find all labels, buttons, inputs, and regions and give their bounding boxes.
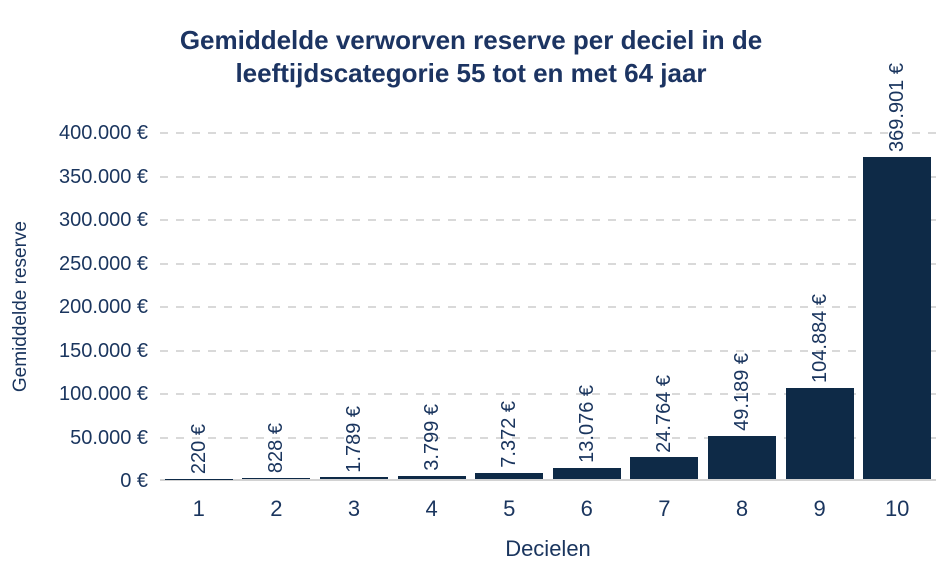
x-tick-label: 8 bbox=[735, 496, 749, 521]
x-tick-label: 4 bbox=[425, 496, 438, 521]
gridline bbox=[160, 436, 936, 439]
x-tick-label: 7 bbox=[658, 496, 671, 521]
x-tick-label: 10 bbox=[884, 496, 910, 521]
gridline bbox=[160, 175, 936, 178]
bar-decile-3 bbox=[320, 477, 388, 479]
bar-decile-4 bbox=[397, 475, 466, 479]
bar-decile-5 bbox=[475, 472, 544, 479]
y-tick-label: 350.000 € bbox=[59, 165, 148, 188]
x-tick-label: 1 bbox=[192, 496, 205, 521]
x-tick-label: 3 bbox=[347, 496, 361, 521]
y-tick-label: 250.000 € bbox=[59, 252, 148, 275]
bar-value-label: 7.372 € bbox=[498, 400, 521, 468]
bar-value-label: 3.799 € bbox=[420, 403, 443, 471]
bar-decile-7 bbox=[630, 457, 699, 479]
x-tick-label: 5 bbox=[503, 496, 516, 521]
bar-value-label: 828 € bbox=[265, 423, 288, 474]
bar-value-label: 1.789 € bbox=[343, 405, 365, 473]
chart-title: Gemiddelde verworven reserve per deciel … bbox=[0, 24, 942, 91]
y-tick-label: 50.000 € bbox=[70, 426, 148, 449]
bar-value-label: 220 € bbox=[187, 423, 210, 474]
x-axis-title: Decielen bbox=[505, 536, 591, 561]
chart-title-line-2: leeftijdscategorie 55 tot en met 64 jaar bbox=[235, 58, 707, 89]
y-tick-label: 300.000 € bbox=[59, 209, 148, 231]
bar-decile-2 bbox=[242, 478, 311, 479]
bar-value-label: 104.884 € bbox=[808, 293, 831, 383]
gridline bbox=[160, 306, 936, 308]
plot-area: Decielen 220 € 1 828 € 2 1.789 € 3 3.799 € 4 7.3… bbox=[160, 0, 936, 561]
x-axis-line bbox=[160, 479, 936, 481]
gridline bbox=[160, 262, 936, 265]
y-tick-label: 400.000 € bbox=[59, 122, 148, 144]
bar-value-label: 24.764 € bbox=[653, 374, 676, 453]
gridline bbox=[160, 349, 936, 352]
bar-decile-10 bbox=[863, 157, 932, 479]
y-tick-label: 100.000 € bbox=[59, 383, 148, 405]
bar-decile-9 bbox=[785, 387, 854, 479]
x-tick-label: 6 bbox=[580, 496, 593, 521]
bar-value-label: 13.076 € bbox=[575, 384, 598, 463]
x-tick-label: 9 bbox=[813, 496, 826, 521]
gridline bbox=[160, 219, 936, 221]
gridline bbox=[160, 393, 936, 395]
gridline bbox=[160, 132, 936, 134]
y-tick-label: 0 € bbox=[120, 470, 148, 492]
bar-decile-8 bbox=[708, 436, 776, 479]
x-tick-label: 2 bbox=[270, 496, 283, 521]
chart-title-line-1: Gemiddelde verworven reserve per deciel … bbox=[179, 25, 763, 55]
bar-value-label: 49.189 € bbox=[731, 353, 753, 432]
bar-value-label: 369.901 € bbox=[886, 63, 909, 153]
y-tick-label: 200.000 € bbox=[59, 296, 148, 318]
bar-decile-6 bbox=[552, 467, 621, 479]
y-tick-label: 150.000 € bbox=[59, 339, 148, 362]
